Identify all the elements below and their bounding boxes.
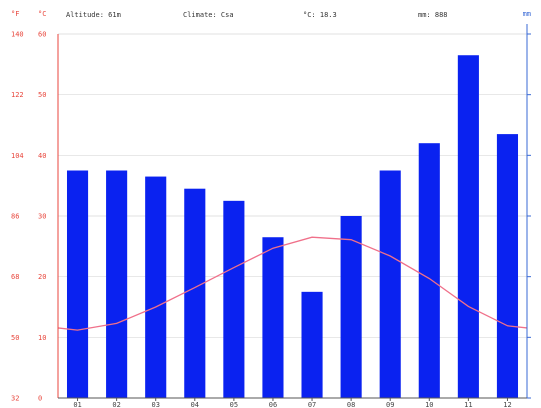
grid-lines — [58, 33, 527, 338]
fahrenheit-tick-label: 140 — [11, 31, 24, 39]
precipitation-bar — [418, 143, 440, 398]
month-label: 08 — [347, 401, 355, 408]
fahrenheit-tick-label: 104 — [11, 152, 24, 160]
month-label: 11 — [464, 401, 472, 408]
month-label: 10 — [425, 401, 433, 408]
month-label: 05 — [230, 401, 238, 408]
precipitation-bar — [379, 170, 401, 398]
month-label: 09 — [386, 401, 394, 408]
precipitation-bar — [106, 170, 128, 398]
celsius-tick-label: 20 — [38, 273, 46, 281]
climate-info: Climate: Csa — [183, 11, 234, 19]
fahrenheit-tick-label: 86 — [11, 213, 19, 221]
fahrenheit-tick-label: 50 — [11, 334, 19, 342]
celsius-tick-label: 30 — [38, 213, 46, 221]
precipitation-bar — [262, 237, 284, 398]
fahrenheit-axis-ticks: 32 50 68 86 104 122 140 — [11, 31, 24, 403]
celsius-unit-label: °C — [38, 10, 46, 18]
precipitation-bar — [223, 200, 245, 398]
celsius-tick-label: 40 — [38, 152, 46, 160]
precipitation-bar — [184, 188, 206, 398]
precipitation-bar — [145, 176, 167, 398]
precipitation-bar — [457, 55, 479, 398]
fahrenheit-unit-label: °F — [11, 10, 19, 18]
month-label: 07 — [308, 401, 316, 408]
millimeter-unit-label: mm — [523, 10, 531, 18]
precipitation-bar — [340, 216, 362, 398]
fahrenheit-tick-label: 68 — [11, 273, 19, 281]
month-label: 04 — [191, 401, 199, 408]
precipitation-bar — [66, 170, 89, 398]
month-label: 01 — [73, 401, 81, 408]
celsius-tick-label: 50 — [38, 91, 46, 99]
fahrenheit-tick-label: 32 — [11, 395, 19, 403]
temperature-info: °C: 18.3 — [303, 11, 337, 19]
celsius-tick-label: 60 — [38, 31, 46, 39]
precipitation-bars — [66, 55, 519, 398]
celsius-tick-label: 0 — [38, 395, 42, 403]
month-labels: 01 02 03 04 05 06 07 08 09 10 11 12 — [73, 398, 512, 408]
month-label: 12 — [503, 401, 511, 408]
altitude-info: Altitude: 61m — [66, 11, 121, 19]
month-label: 03 — [151, 401, 159, 408]
precipitation-info: mm: 888 — [418, 11, 448, 19]
precipitation-bar — [496, 134, 519, 398]
celsius-tick-label: 10 — [38, 334, 46, 342]
precipitation-bar — [301, 291, 323, 398]
fahrenheit-tick-label: 122 — [11, 91, 24, 99]
millimeter-axis-ticks — [527, 33, 531, 399]
month-label: 06 — [269, 401, 277, 408]
celsius-axis-ticks: 0 10 20 30 40 50 60 — [38, 31, 46, 403]
temperature-line — [57, 236, 528, 331]
month-label: 02 — [112, 401, 120, 408]
